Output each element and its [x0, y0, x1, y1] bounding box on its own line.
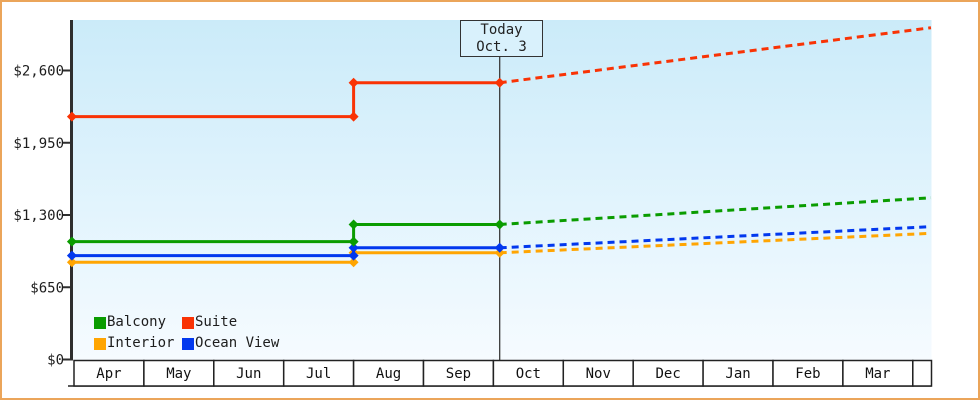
month-label: Nov	[586, 366, 611, 382]
data-point-interior	[348, 257, 359, 268]
series-line-suite	[71, 81, 500, 119]
month-cell	[702, 359, 774, 387]
month-label: May	[166, 366, 191, 382]
data-point-ocean-view	[494, 242, 505, 253]
legend-label-balcony: Balcony	[107, 314, 167, 330]
month-cell	[772, 359, 844, 387]
month-label: Mar	[865, 366, 890, 382]
month-label: Jan	[725, 366, 750, 382]
ocean-view-swatch-icon	[182, 337, 194, 350]
today-date: Oct. 3	[476, 38, 527, 55]
data-point-ocean-view	[348, 242, 359, 253]
legend-label-ocean-view: Ocean View	[195, 335, 280, 351]
suite-swatch-icon	[182, 316, 194, 329]
month-label: Oct	[516, 366, 541, 382]
legend-item-suite: Suite	[182, 312, 279, 333]
y-tick-label: $650	[30, 280, 64, 296]
data-point-balcony	[494, 219, 505, 230]
y-tick-label: $0	[47, 353, 64, 369]
data-point-balcony	[66, 236, 77, 247]
month-label: Aug	[376, 366, 401, 382]
plot-area	[73, 20, 932, 361]
series-projection-balcony	[499, 196, 932, 226]
month-cell	[143, 359, 215, 387]
month-label: Feb	[795, 366, 820, 382]
today-annotation: Today Oct. 3	[460, 20, 543, 57]
month-label: Apr	[96, 366, 121, 382]
today-label: Today	[480, 21, 523, 38]
y-tick-label: $2,600	[13, 64, 64, 80]
data-point-suite	[348, 77, 359, 88]
balcony-swatch-icon	[94, 316, 106, 329]
legend-label-interior: Interior	[107, 335, 175, 351]
month-label: Sep	[446, 366, 471, 382]
data-point-suite	[494, 77, 505, 88]
legend-item-interior: Interior	[94, 333, 182, 354]
data-point-ocean-view	[348, 250, 359, 261]
y-tick-label: $1,950	[13, 136, 64, 152]
month-cell	[282, 359, 355, 387]
data-point-interior	[66, 257, 77, 268]
series-projection-suite	[499, 26, 932, 85]
data-point-interior	[494, 247, 505, 258]
month-cell	[422, 359, 495, 387]
data-point-ocean-view	[66, 250, 77, 261]
interior-swatch-icon	[94, 337, 106, 350]
month-label: Jun	[236, 366, 261, 382]
legend-item-balcony: Balcony	[94, 312, 182, 333]
legend-item-ocean-view: Ocean View	[182, 333, 279, 354]
month-cell	[213, 359, 285, 387]
month-cell	[492, 359, 565, 387]
series-line-balcony	[71, 222, 500, 244]
legend: Balcony Suite Interior Ocean View	[94, 312, 279, 354]
data-point-balcony	[348, 219, 359, 230]
data-point-balcony	[348, 236, 359, 247]
legend-label-suite: Suite	[195, 314, 238, 330]
month-label: Dec	[656, 366, 681, 382]
data-point-suite	[66, 111, 77, 122]
month-cell-partial	[912, 359, 933, 387]
month-label: Jul	[306, 366, 331, 382]
y-tick-label: $1,300	[13, 208, 64, 224]
data-point-suite	[348, 111, 359, 122]
